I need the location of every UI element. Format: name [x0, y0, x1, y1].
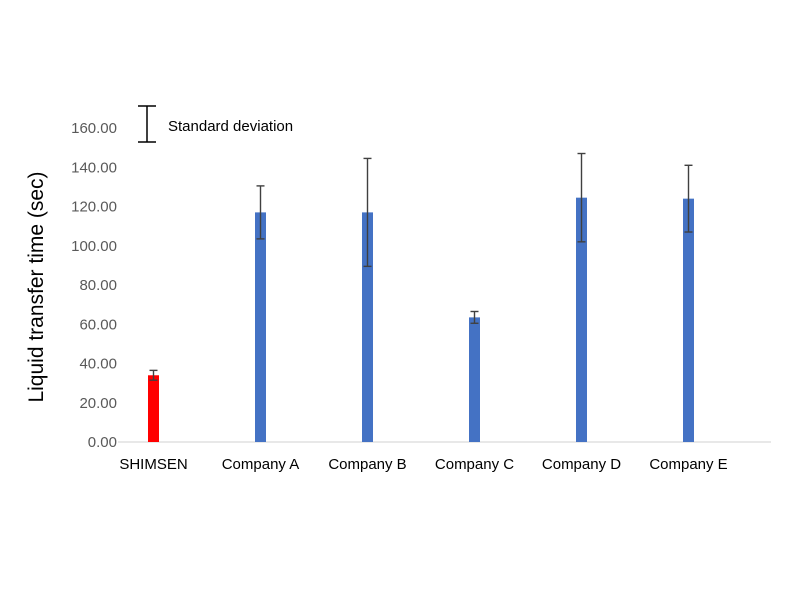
x-category-label: Company D: [542, 456, 621, 473]
y-tick-label: 40.00: [79, 356, 117, 373]
bar: [148, 375, 159, 442]
x-category-label: Company A: [222, 456, 300, 473]
y-tick-label: 120.00: [71, 199, 117, 216]
y-tick-label: 20.00: [79, 395, 117, 412]
y-tick-label: 0.00: [88, 434, 117, 451]
y-tick-label: 60.00: [79, 316, 117, 333]
x-category-label: Company C: [435, 456, 514, 473]
bar: [683, 198, 694, 442]
x-axis-categories: SHIMSEN Company A Company B Company C Compan…: [119, 456, 727, 473]
y-tick-label: 80.00: [79, 277, 117, 294]
y-axis-ticks: 0.00 20.00 40.00 60.00 80.00 100.00 120.00 140.…: [71, 120, 117, 451]
y-tick-label: 140.00: [71, 159, 117, 176]
bar: [576, 197, 587, 442]
x-category-label: Company E: [649, 456, 727, 473]
x-category-label: SHIMSEN: [119, 456, 187, 473]
bar: [469, 317, 480, 442]
y-tick-label: 100.00: [71, 238, 117, 255]
legend-label: Standard deviation: [168, 118, 293, 135]
error-bars-group: [149, 152, 693, 381]
bar: [255, 212, 266, 442]
bar: [362, 212, 373, 442]
bars-group: [148, 197, 694, 442]
y-axis-label: Liquid transfer time (sec): [25, 171, 48, 402]
legend: Standard deviation: [138, 105, 293, 143]
x-category-label: Company B: [328, 456, 406, 473]
y-tick-label: 160.00: [71, 120, 117, 137]
